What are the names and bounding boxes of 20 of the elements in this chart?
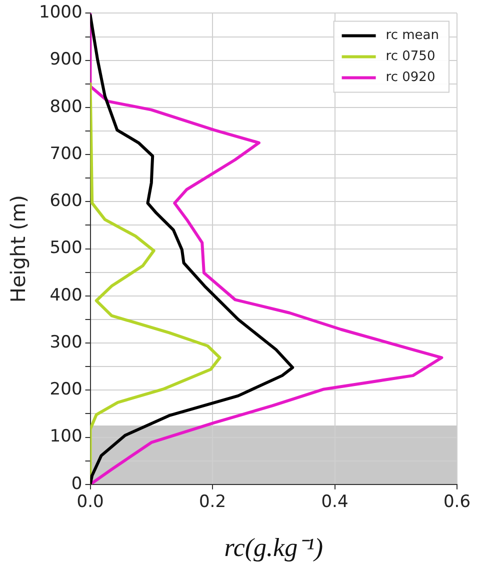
- x-tick-label: 0.0: [76, 492, 104, 512]
- legend-label: rc mean: [386, 28, 440, 44]
- legend-label: rc 0920: [386, 70, 436, 86]
- y-tick-label: 400: [50, 285, 82, 306]
- legend-label: rc 0750: [386, 49, 436, 64]
- y-tick-label: 700: [50, 144, 82, 164]
- y-tick-label: 300: [50, 332, 82, 352]
- y-tick-label: 100: [50, 426, 82, 447]
- x-tick-label: 0.2: [198, 492, 226, 512]
- y-tick-label: 900: [50, 50, 82, 70]
- y-tick-label: 200: [50, 380, 82, 400]
- y-axis-title: Height (m): [6, 195, 30, 303]
- y-tick-label: 0: [71, 474, 82, 494]
- y-tick-label: 1000: [39, 2, 82, 23]
- y-tick-label: 500: [50, 238, 82, 258]
- x-axis-title: rc(g.kg⁻¹): [224, 533, 324, 562]
- x-tick-label: 0.4: [321, 492, 348, 512]
- y-tick-label: 600: [50, 191, 82, 212]
- x-tick-label: 0.6: [443, 492, 471, 512]
- y-tick-label: 800: [50, 96, 82, 117]
